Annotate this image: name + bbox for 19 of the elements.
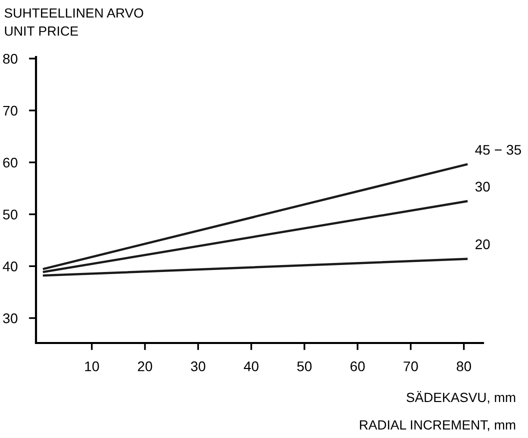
x-tick-label: 70 xyxy=(404,361,418,372)
x-tick-label: 50 xyxy=(297,361,312,372)
y-axis-title: SUHTEELLINEN ARVO UNIT PRICE xyxy=(4,8,144,36)
y-tick-label: 50 xyxy=(3,210,18,220)
x-tick-label: 10 xyxy=(85,361,99,372)
text: SÄDEKASVU, mm RADIAL INCREMENT, mm xyxy=(360,390,516,432)
x-tick-label: 60 xyxy=(350,361,365,372)
series-label: 30 xyxy=(475,182,490,192)
y-tick-label: 60 xyxy=(3,158,18,168)
x-tick-label: 40 xyxy=(244,361,258,372)
x-tick-label: 30 xyxy=(190,361,206,372)
y-tick-label: 70 xyxy=(3,106,18,116)
x-tick-label: 80 xyxy=(456,361,472,372)
y-tick-label: 40 xyxy=(2,262,18,272)
y-tick-label: 30 xyxy=(3,313,18,324)
x-tick-label: 20 xyxy=(138,361,152,372)
series-label: 20 xyxy=(476,239,490,250)
series-label: 45 − 35 xyxy=(475,144,521,155)
y-tick-label: 80 xyxy=(3,54,18,64)
